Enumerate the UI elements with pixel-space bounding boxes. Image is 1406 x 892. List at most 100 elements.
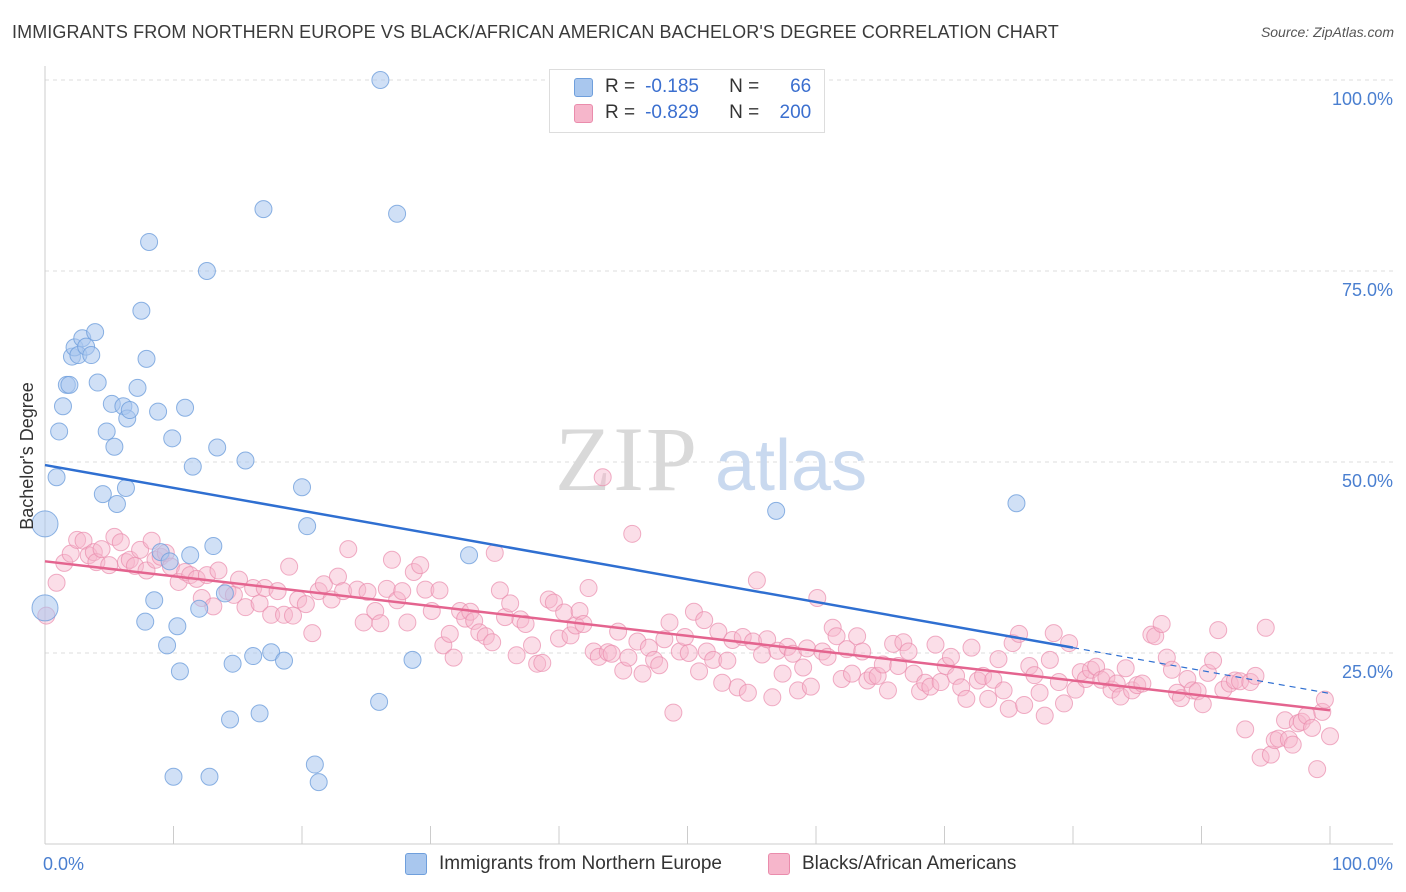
data-point-blue <box>170 662 189 681</box>
data-point-pink <box>539 590 558 609</box>
data-point-pink <box>555 603 574 622</box>
data-point-blue <box>200 767 219 786</box>
trendlines <box>44 463 1331 712</box>
data-point-pink <box>863 666 882 685</box>
data-point-pink <box>328 567 347 586</box>
tick-labels: 25.0% 50.0% 75.0% 100.0% 0.0% 100.0% <box>43 89 1393 874</box>
data-point-pink <box>921 677 940 696</box>
data-point-blue <box>305 755 324 774</box>
data-point-pink <box>713 673 732 692</box>
data-point-blue <box>190 599 209 618</box>
data-point-blue <box>183 457 202 476</box>
data-point-blue <box>88 373 107 392</box>
data-point-pink <box>430 581 449 600</box>
data-point-pink <box>1303 718 1322 737</box>
x-tick-label-min: 0.0% <box>43 854 84 874</box>
data-point-pink <box>404 563 423 582</box>
data-point-pink <box>100 556 119 575</box>
data-point-pink <box>1060 634 1079 653</box>
data-point-pink <box>434 636 453 655</box>
data-point-pink <box>609 622 628 641</box>
data-point-pink <box>650 656 669 675</box>
data-point-pink <box>645 650 664 669</box>
data-point-blue <box>298 517 317 536</box>
y-tick-label: 50.0% <box>1342 471 1393 491</box>
data-point-blue <box>244 647 263 666</box>
y-tick-label: 25.0% <box>1342 662 1393 682</box>
data-point-blue <box>163 429 182 448</box>
legend-n-label: N = <box>729 102 760 123</box>
data-point-pink <box>496 608 515 627</box>
data-point-pink <box>440 624 459 643</box>
data-point-pink <box>628 632 647 651</box>
data-point-pink <box>1040 650 1059 669</box>
bottom-legend-swatch-pink <box>768 853 790 875</box>
data-point-pink <box>842 664 861 683</box>
data-point-pink <box>1292 712 1311 731</box>
zipatlas-watermark: ZIP atlas <box>555 408 867 510</box>
data-point-pink <box>516 614 535 633</box>
data-point-pink <box>550 629 568 648</box>
chart-title: IMMIGRANTS FROM NORTHERN EUROPE VS BLACK… <box>12 22 1059 42</box>
data-point-pink <box>664 703 683 722</box>
data-point-pink <box>1308 760 1327 779</box>
data-point-blue <box>158 636 177 655</box>
watermark-zip: ZIP <box>555 408 699 510</box>
data-point-pink <box>619 648 638 667</box>
data-point-pink <box>358 582 377 601</box>
data-point-pink <box>593 468 612 487</box>
data-point-pink <box>670 642 689 661</box>
data-point-blue <box>120 401 139 420</box>
data-point-pink <box>393 582 412 601</box>
data-point-pink <box>92 540 111 559</box>
data-point-pink <box>501 594 520 613</box>
data-point-blue <box>181 546 200 565</box>
data-point-blue <box>82 346 101 365</box>
data-point-pink <box>931 673 950 692</box>
legend-r-value: -0.185 <box>645 76 699 97</box>
data-point-blue <box>262 643 281 662</box>
data-point-pink <box>584 642 603 661</box>
data-point-blue <box>767 501 786 520</box>
data-point-pink <box>382 550 401 569</box>
data-point-pink <box>763 688 782 707</box>
data-point-pink <box>377 579 396 598</box>
data-point-blue <box>105 437 124 456</box>
data-point-pink <box>1111 687 1130 706</box>
data-point-blue <box>275 651 294 670</box>
data-point-blue <box>86 323 105 342</box>
data-point-pink <box>848 627 867 646</box>
data-point-pink <box>979 689 998 708</box>
series-blacks-african-americans <box>37 468 1339 779</box>
data-point-pink <box>989 650 1008 669</box>
trendline-pink <box>44 560 1331 712</box>
legend-row-pink: R = -0.829 N = 200 <box>574 101 811 125</box>
data-point-pink <box>704 650 723 669</box>
data-point-pink <box>1321 727 1339 746</box>
series-immigrants-northern-europe <box>31 71 1026 792</box>
data-point-pink <box>794 658 813 677</box>
data-point-pink <box>74 531 93 550</box>
data-point-blue <box>132 301 151 320</box>
legend-n-value: 66 <box>790 76 812 97</box>
data-point-pink <box>718 651 737 670</box>
bottom-legend-swatch-blue <box>405 853 427 875</box>
data-point-pink <box>926 635 945 654</box>
data-point-blue <box>309 773 328 792</box>
data-point-pink <box>1283 735 1302 754</box>
y-tick-label: 75.0% <box>1342 280 1393 300</box>
data-point-pink <box>894 633 913 652</box>
data-point-blue <box>254 200 273 219</box>
data-point-pink <box>878 681 897 700</box>
data-point-pink <box>296 595 315 614</box>
legend-swatch-blue <box>574 77 593 97</box>
data-point-blue <box>149 402 168 421</box>
data-point-blue <box>53 397 72 416</box>
data-point-blue <box>31 594 59 622</box>
gridlines <box>45 79 1393 654</box>
data-point-pink <box>962 638 981 657</box>
source-credit: Source: ZipAtlas.com <box>1260 24 1394 40</box>
data-point-pink <box>444 648 463 667</box>
data-point-pink <box>507 646 526 665</box>
